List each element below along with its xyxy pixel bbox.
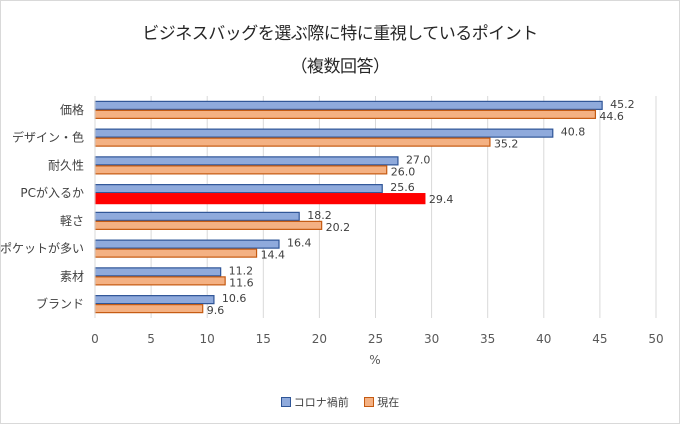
x-tick-label: 45 bbox=[592, 332, 607, 346]
category-label: PCが入るか bbox=[20, 185, 84, 200]
bar-current bbox=[94, 276, 226, 286]
x-tick-label: 40 bbox=[536, 332, 551, 346]
x-tick-label: 10 bbox=[200, 332, 215, 346]
category-label: 軽さ bbox=[60, 214, 84, 228]
data-label: 44.6 bbox=[599, 110, 624, 123]
x-tick-label: 25 bbox=[368, 332, 383, 346]
x-tick-label: 35 bbox=[480, 332, 495, 346]
x-tick-label: 20 bbox=[312, 332, 327, 346]
data-label: 18.2 bbox=[307, 209, 332, 222]
legend-swatch-icon bbox=[364, 397, 375, 407]
data-label: 9.6 bbox=[207, 304, 225, 317]
bar-before-covid bbox=[94, 239, 280, 249]
bar-current bbox=[94, 137, 491, 147]
bar-current bbox=[94, 304, 204, 314]
bar-before-covid bbox=[94, 211, 300, 221]
data-label: 11.6 bbox=[229, 276, 254, 289]
bar-before-covid bbox=[94, 100, 603, 110]
category-label: ポケットが多い bbox=[0, 241, 84, 256]
bar-current bbox=[94, 165, 388, 175]
legend-swatch-icon bbox=[280, 397, 291, 407]
legend-label: 現在 bbox=[377, 396, 400, 409]
category-label: 素材 bbox=[60, 269, 84, 283]
bars bbox=[94, 100, 603, 314]
legend-label: コロナ禍前 bbox=[293, 396, 349, 409]
x-tick-label: 30 bbox=[424, 332, 439, 346]
data-label: 10.6 bbox=[222, 292, 247, 305]
x-tick-label: 5 bbox=[147, 332, 155, 346]
category-label: ブランド bbox=[36, 296, 84, 311]
chart-subtitle: （複数回答） bbox=[290, 57, 391, 77]
data-labels: 45.244.6 40.8 35.2 27.026.0 25.6 29.4 18.220.2… bbox=[207, 98, 635, 317]
x-tick-labels: 0 5 10 15 20 25 30 35 40 45 50 bbox=[91, 332, 663, 346]
bar-current bbox=[94, 220, 323, 230]
chart-title: ビジネスバッグを選ぶ際に特に重視しているポイント bbox=[142, 24, 538, 44]
data-label: 16.4 bbox=[287, 237, 312, 250]
data-label: 45.2 bbox=[610, 98, 635, 111]
data-label: 25.6 bbox=[390, 181, 415, 194]
bar-before-covid bbox=[94, 267, 222, 277]
x-tick-label: 15 bbox=[256, 332, 271, 346]
data-label: 14.4 bbox=[261, 249, 286, 262]
bar-current bbox=[94, 109, 597, 119]
x-axis-label: % bbox=[369, 353, 380, 367]
bar-before-covid bbox=[94, 184, 383, 194]
legend-item-current: 現在 bbox=[364, 394, 399, 410]
bar-current bbox=[94, 248, 258, 258]
category-label: デザイン・色 bbox=[12, 130, 84, 145]
legend-item-before-covid: コロナ禍前 bbox=[280, 394, 349, 410]
x-tick-label: 0 bbox=[91, 332, 99, 346]
legend: コロナ禍前 現在 bbox=[0, 394, 680, 410]
x-tick-label: 50 bbox=[648, 332, 663, 346]
bar-before-covid bbox=[94, 128, 554, 138]
category-label: 耐久性 bbox=[48, 158, 84, 172]
data-label: 26.0 bbox=[391, 165, 416, 178]
data-label: 11.2 bbox=[229, 264, 254, 277]
data-label: 29.4 bbox=[429, 193, 454, 206]
bar-before-covid bbox=[94, 156, 399, 166]
data-label: 35.2 bbox=[494, 138, 518, 151]
bar-before-covid bbox=[94, 295, 215, 305]
data-label: 27.0 bbox=[406, 153, 431, 166]
bar-current bbox=[94, 193, 426, 205]
data-label: 20.2 bbox=[326, 221, 351, 234]
category-label: 価格 bbox=[60, 102, 84, 117]
data-label: 40.8 bbox=[561, 126, 586, 139]
